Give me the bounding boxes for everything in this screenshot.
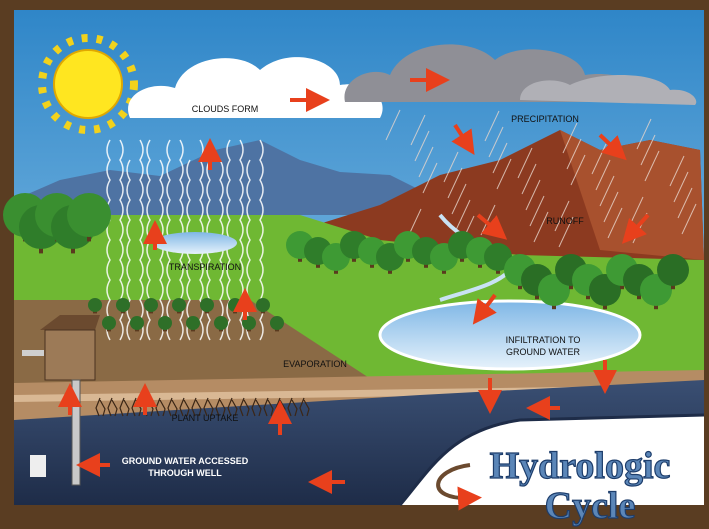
label: RUNOFF xyxy=(546,216,584,226)
tree-crown xyxy=(158,316,172,330)
label: PRECIPITATION xyxy=(511,114,579,124)
label: GROUND WATER xyxy=(506,347,580,357)
tree-crown xyxy=(67,193,111,237)
title-line: Cycle xyxy=(545,485,636,527)
tree-crown xyxy=(186,316,200,330)
scene-shape xyxy=(72,380,80,485)
scene-shape xyxy=(22,350,44,356)
scene-shape xyxy=(45,330,95,380)
tree-crown xyxy=(228,298,242,312)
tree-crown xyxy=(256,298,270,312)
tree-crown xyxy=(214,316,228,330)
label: PLANT UPTAKE xyxy=(172,413,239,423)
tree-crown xyxy=(172,298,186,312)
tree-crown xyxy=(200,298,214,312)
label: EVAPORATION xyxy=(283,359,347,369)
scene-shape xyxy=(54,50,122,118)
tree-crown xyxy=(144,298,158,312)
tree-crown xyxy=(88,298,102,312)
scene-shape xyxy=(30,455,46,477)
title-line: Hydrologic xyxy=(490,445,671,487)
label: CLOUDS FORM xyxy=(192,104,259,114)
tree-crown xyxy=(102,316,116,330)
hydrologic-cycle-illustration: CLOUDS FORM PRECIPITATION RUNOFF TRANSPI… xyxy=(0,0,709,529)
tree-crown xyxy=(270,316,284,330)
tree-crown xyxy=(657,254,689,286)
tree-crown xyxy=(130,316,144,330)
label: TRANSPIRATION xyxy=(169,262,241,272)
label: THROUGH WELL xyxy=(148,468,222,478)
label: INFILTRATION TO xyxy=(506,335,581,345)
tree-crown xyxy=(116,298,130,312)
scene-shape xyxy=(153,232,237,254)
label: GROUND WATER ACCESSED xyxy=(122,456,249,466)
